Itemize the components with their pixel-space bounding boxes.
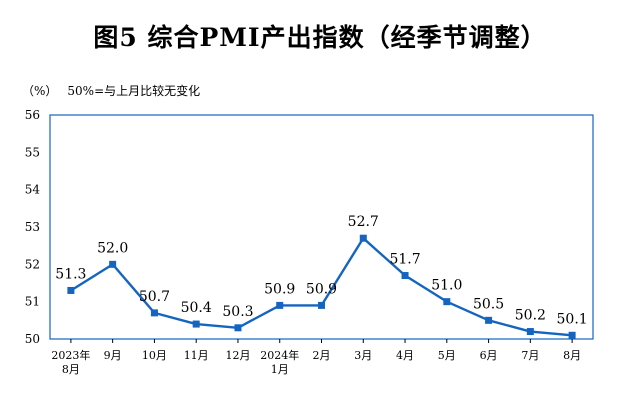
chart-title: 图5 综合PMI产出指数（经季节调整） — [93, 23, 547, 52]
y-tick-label: 52 — [25, 257, 40, 271]
data-label: 51.3 — [55, 266, 86, 282]
data-point — [276, 301, 284, 309]
x-tick-label: 2023年 — [51, 348, 90, 362]
data-label: 50.9 — [264, 281, 295, 297]
data-label: 50.1 — [557, 311, 588, 327]
x-tick-label: 1月 — [271, 363, 289, 376]
y-tick-label: 55 — [25, 145, 40, 159]
data-point — [401, 272, 409, 280]
x-tick-label: 5月 — [438, 349, 456, 362]
y-tick-label: 51 — [25, 295, 40, 309]
x-tick-label: 10月 — [142, 349, 167, 362]
data-label: 51.7 — [389, 252, 420, 268]
data-point — [109, 260, 117, 268]
x-tick-label: 8月 — [62, 363, 80, 376]
x-tick-label: 9月 — [104, 349, 122, 362]
x-tick-label: 3月 — [354, 349, 372, 362]
data-point — [318, 301, 325, 309]
data-label: 50.3 — [222, 304, 253, 320]
data-label: 52.0 — [97, 240, 128, 256]
data-label: 50.5 — [473, 296, 504, 312]
y-tick-label: 50 — [25, 332, 40, 346]
data-label: 50.7 — [139, 289, 170, 305]
data-point — [192, 320, 200, 328]
data-label: 50.4 — [181, 300, 212, 316]
y-tick-label: 56 — [25, 108, 40, 122]
data-point — [443, 298, 451, 306]
x-tick-label: 12月 — [225, 349, 250, 362]
data-point — [67, 286, 75, 294]
data-label: 50.9 — [306, 281, 337, 297]
data-point — [150, 309, 158, 317]
unit-label: （%） — [22, 84, 58, 98]
y-tick-label: 54 — [25, 183, 41, 197]
data-label: 50.2 — [515, 308, 546, 324]
data-point — [526, 328, 534, 336]
reference-note: 50%=与上月比较无变化 — [67, 84, 201, 98]
x-tick-label: 6月 — [480, 349, 498, 362]
data-point — [234, 324, 242, 332]
unit-note: （%） 50%=与上月比较无变化 — [22, 82, 200, 99]
x-tick-label: 2024年 — [260, 348, 299, 362]
y-tick-label: 53 — [25, 220, 40, 234]
x-tick-label: 7月 — [521, 349, 539, 362]
data-point — [359, 234, 367, 242]
data-label: 51.0 — [431, 278, 462, 294]
x-tick-label: 11月 — [184, 349, 209, 362]
x-tick-label: 8月 — [563, 349, 581, 362]
data-label: 52.7 — [348, 214, 379, 230]
x-tick-label: 4月 — [396, 349, 414, 362]
data-point — [485, 316, 493, 324]
x-tick-label: 2月 — [313, 349, 331, 362]
data-point — [568, 331, 576, 339]
